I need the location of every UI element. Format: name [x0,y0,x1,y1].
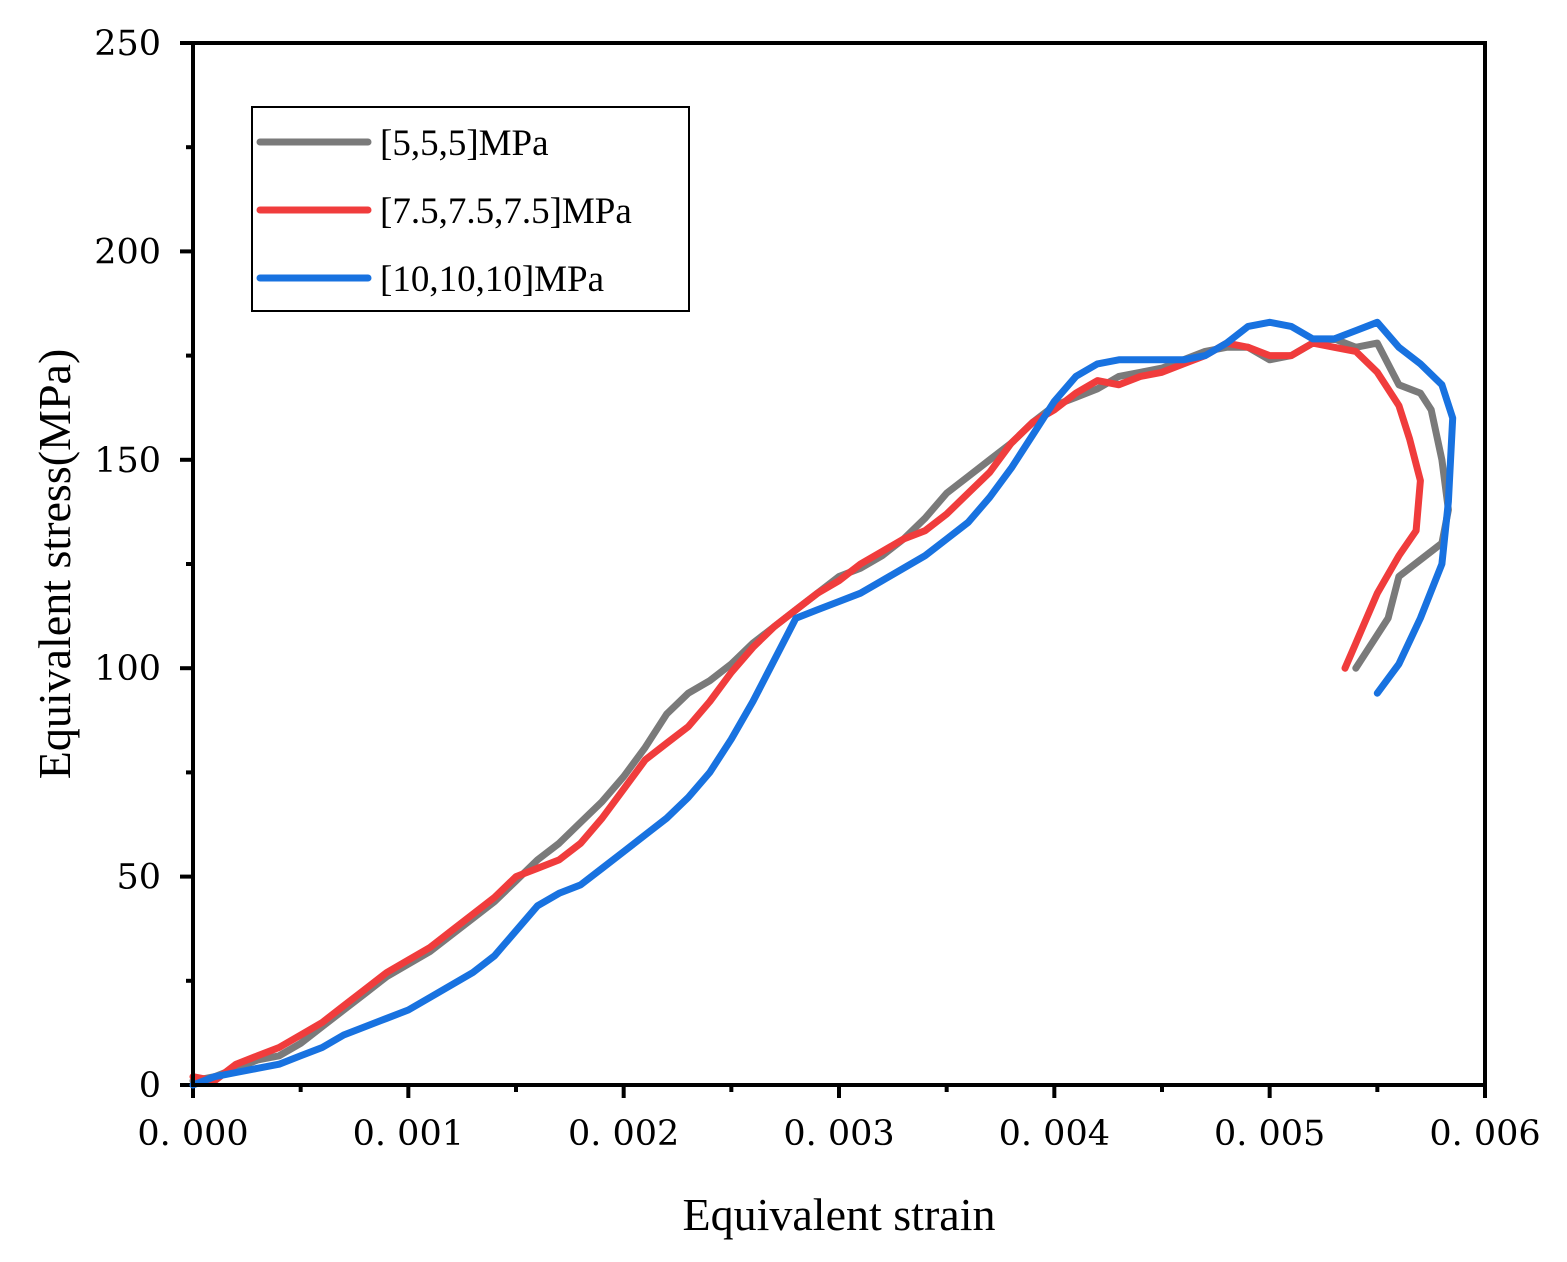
series-line-2 [189,339,1424,1085]
legend-label: [5,5,5]MPa [380,123,549,164]
x-tick-label: 0. 000 [137,1114,248,1154]
y-tick-label: 150 [94,441,161,481]
y-tick-label: 200 [94,232,161,272]
series-line-1 [189,335,1452,1085]
x-tick-label: 0. 002 [568,1114,679,1154]
y-tick-label: 250 [94,24,161,64]
legend-label: [10,10,10]MPa [380,259,604,300]
series-layer [189,318,1457,1089]
x-tick-label: 0. 006 [1429,1114,1540,1154]
y-tick-label: 100 [94,649,161,689]
legend: [5,5,5]MPa [7.5,7.5,7.5]MPa [10,10,10]MPa [251,106,690,312]
series-line-3 [189,318,1457,1089]
plot-frame [191,41,1487,1087]
x-axis-ticks: 0. 000 0. 001 0. 002 0. 003 0. 004 0. 005 0. 0… [137,1085,1541,1154]
y-tick-label: 0 [139,1066,161,1106]
y-axis-title: Equivalent stress(MPa) [29,349,80,780]
x-axis-title: Equivalent strain [683,1189,996,1240]
x-tick-label: 0. 003 [783,1114,894,1154]
x-tick-label: 0. 005 [1214,1114,1325,1154]
x-tick-label: 0. 004 [999,1114,1110,1154]
x-tick-label: 0. 001 [353,1114,464,1154]
legend-label: [7.5,7.5,7.5]MPa [380,191,632,232]
y-tick-label: 50 [116,858,161,898]
y-axis-ticks: 0 50 100 150 200 250 [94,24,193,1106]
